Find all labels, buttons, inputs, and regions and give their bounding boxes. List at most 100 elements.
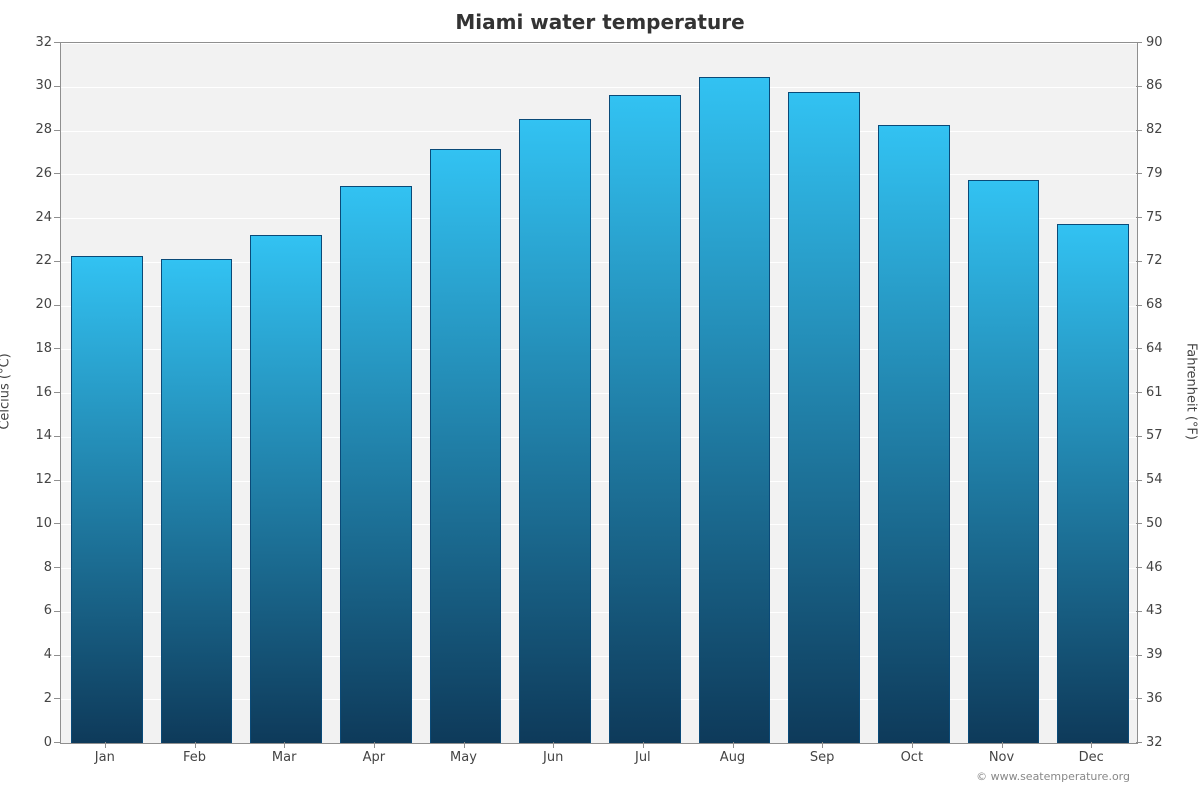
bottom-tick	[822, 742, 823, 748]
right-tick-label: 64	[1146, 341, 1163, 356]
left-tick-label: 0	[12, 735, 52, 750]
left-tick-label: 20	[12, 297, 52, 312]
bar-apr	[340, 186, 412, 743]
left-tick	[54, 392, 60, 393]
left-tick-label: 30	[12, 78, 52, 93]
right-tick-label: 82	[1146, 122, 1163, 137]
gridline	[61, 743, 1137, 744]
right-tick-label: 32	[1146, 735, 1163, 750]
right-tick-label: 86	[1146, 78, 1163, 93]
bar-nov	[968, 180, 1040, 743]
left-tick-label: 14	[12, 428, 52, 443]
bottom-tick-label: Dec	[1061, 750, 1121, 765]
left-tick-label: 16	[12, 385, 52, 400]
left-tick	[54, 42, 60, 43]
left-tick	[54, 523, 60, 524]
bar-dec	[1057, 224, 1129, 743]
right-tick	[1136, 173, 1142, 174]
left-tick-label: 26	[12, 166, 52, 181]
right-tick-label: 68	[1146, 297, 1163, 312]
right-tick-label: 57	[1146, 428, 1163, 443]
right-tick-label: 75	[1146, 210, 1163, 225]
right-tick	[1136, 480, 1142, 481]
bottom-tick	[1002, 742, 1003, 748]
right-tick-label: 72	[1146, 253, 1163, 268]
right-tick-label: 50	[1146, 516, 1163, 531]
left-tick	[54, 130, 60, 131]
chart-title: Miami water temperature	[0, 10, 1200, 34]
bar-sep	[788, 92, 860, 743]
bar-jan	[71, 256, 143, 743]
right-tick	[1136, 86, 1142, 87]
left-tick-label: 12	[12, 472, 52, 487]
right-tick-label: 54	[1146, 472, 1163, 487]
bottom-tick	[912, 742, 913, 748]
bottom-tick-label: Jan	[75, 750, 135, 765]
left-tick	[54, 698, 60, 699]
bar-may	[430, 149, 502, 743]
left-tick-label: 10	[12, 516, 52, 531]
left-tick-label: 28	[12, 122, 52, 137]
bottom-tick-label: Aug	[703, 750, 763, 765]
left-tick-label: 18	[12, 341, 52, 356]
left-tick	[54, 611, 60, 612]
right-tick-label: 79	[1146, 166, 1163, 181]
bottom-tick-label: Jul	[613, 750, 673, 765]
right-tick	[1136, 392, 1142, 393]
right-tick	[1136, 523, 1142, 524]
left-tick	[54, 173, 60, 174]
right-axis-label: Fahrenheit (°F)	[1184, 292, 1199, 492]
bottom-tick	[284, 742, 285, 748]
left-tick	[54, 655, 60, 656]
bars-layer	[61, 43, 1137, 743]
bottom-tick	[464, 742, 465, 748]
bottom-tick	[643, 742, 644, 748]
right-tick	[1136, 611, 1142, 612]
right-tick	[1136, 436, 1142, 437]
left-tick	[54, 261, 60, 262]
right-tick-label: 39	[1146, 647, 1163, 662]
bottom-tick-label: Mar	[254, 750, 314, 765]
bar-jul	[609, 95, 681, 744]
bar-feb	[161, 259, 233, 743]
right-tick	[1136, 742, 1142, 743]
bottom-tick-label: Feb	[165, 750, 225, 765]
right-tick	[1136, 130, 1142, 131]
right-tick	[1136, 305, 1142, 306]
left-tick	[54, 742, 60, 743]
left-tick-label: 2	[12, 691, 52, 706]
bottom-tick	[195, 742, 196, 748]
right-tick-label: 61	[1146, 385, 1163, 400]
chart-container: Miami water temperature 0246810121416182…	[0, 0, 1200, 800]
left-tick	[54, 480, 60, 481]
right-tick-label: 90	[1146, 35, 1163, 50]
bottom-tick-label: May	[434, 750, 494, 765]
bottom-tick	[374, 742, 375, 748]
bottom-tick	[105, 742, 106, 748]
right-tick-label: 36	[1146, 691, 1163, 706]
left-tick-label: 8	[12, 560, 52, 575]
left-tick-label: 32	[12, 35, 52, 50]
left-axis-label: Celcius (°C)	[0, 292, 13, 492]
bottom-tick-label: Oct	[882, 750, 942, 765]
left-tick	[54, 436, 60, 437]
right-tick	[1136, 698, 1142, 699]
bottom-tick	[733, 742, 734, 748]
right-tick-label: 43	[1146, 603, 1163, 618]
bar-oct	[878, 125, 950, 743]
right-tick	[1136, 42, 1142, 43]
bar-mar	[250, 235, 322, 744]
right-tick	[1136, 217, 1142, 218]
right-tick	[1136, 655, 1142, 656]
right-tick	[1136, 567, 1142, 568]
copyright-text: © www.seatemperature.org	[976, 770, 1130, 783]
bottom-tick-label: Nov	[972, 750, 1032, 765]
left-tick	[54, 86, 60, 87]
bottom-tick-label: Jun	[523, 750, 583, 765]
plot-area	[60, 42, 1138, 744]
bar-aug	[699, 77, 771, 743]
left-tick-label: 24	[12, 210, 52, 225]
left-tick	[54, 305, 60, 306]
bottom-tick	[1091, 742, 1092, 748]
left-tick-label: 4	[12, 647, 52, 662]
